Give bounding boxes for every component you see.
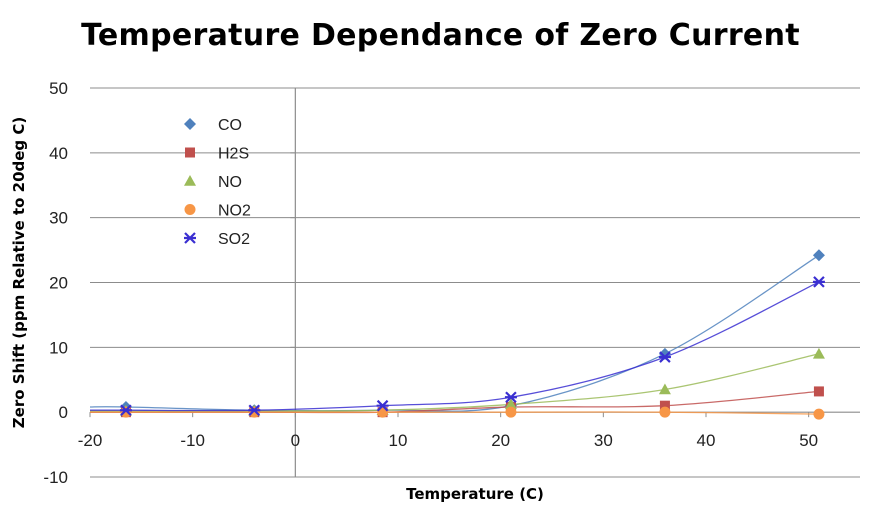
y-tick-label: 10: [49, 338, 68, 357]
trendline-no2: [90, 411, 819, 415]
y-axis-title: Zero Shift (ppm Relative to 20deg C): [10, 117, 28, 428]
chart-title: Temperature Dependance of Zero Current: [81, 18, 800, 53]
x-tick-label: 20: [491, 431, 510, 450]
point-no2: [813, 408, 825, 420]
legend-marker-no2: [184, 204, 196, 215]
legend-label-no: NO: [218, 174, 242, 191]
x-tick-label: 0: [291, 431, 300, 450]
trend-lines: [89, 254, 820, 415]
trendline-co: [89, 254, 820, 412]
gridlines: [90, 87, 860, 478]
legend-marker-no: [184, 175, 196, 186]
point-co: [812, 249, 825, 262]
data-points: [119, 249, 825, 420]
tick-labels: -20 -10 0 10 20 30 40 50 -10 0 10 20 30 40 50: [43, 79, 818, 487]
point-so2: [504, 391, 517, 404]
legend-label-no2: NO2: [218, 203, 251, 220]
x-tick-label: 10: [389, 431, 408, 450]
y-tick-label: 40: [49, 144, 68, 163]
y-tick-label: 30: [49, 209, 68, 228]
legend-marker-h2s: [185, 147, 195, 158]
point-no2: [659, 406, 671, 418]
point-no2: [505, 406, 517, 418]
y-tick-label: 50: [49, 79, 68, 98]
point-h2s: [659, 400, 670, 411]
point-so2: [248, 404, 261, 416]
point-h2s: [813, 386, 824, 397]
point-so2: [119, 404, 132, 416]
legend-label-so2: SO2: [218, 231, 250, 248]
point-no: [658, 383, 671, 395]
point-so2: [812, 276, 825, 288]
x-tick-label: -10: [180, 431, 205, 450]
legend: CO H2S NO NO2 SO2: [184, 117, 251, 248]
point-no: [812, 347, 825, 359]
legend-marker-co: [184, 118, 196, 130]
point-so2: [658, 351, 671, 363]
legend-label-h2s: H2S: [218, 146, 249, 163]
x-axis-title: Temperature (C): [406, 485, 544, 503]
legend-marker-so2: [184, 232, 196, 244]
legend-label-co: CO: [218, 117, 242, 134]
x-tick-label: 30: [594, 431, 613, 450]
y-tick-label: -10: [43, 468, 68, 487]
x-tick-label: 40: [697, 431, 716, 450]
y-tick-label: 20: [49, 274, 68, 293]
point-so2: [376, 399, 389, 412]
x-tick-label: -20: [78, 431, 103, 450]
trendline-so2: [90, 281, 820, 412]
y-tick-label: 0: [59, 403, 68, 422]
point-no: [504, 398, 517, 410]
point-no2: [120, 406, 132, 418]
point-no2: [248, 406, 260, 418]
x-tick-label: 50: [799, 431, 818, 450]
